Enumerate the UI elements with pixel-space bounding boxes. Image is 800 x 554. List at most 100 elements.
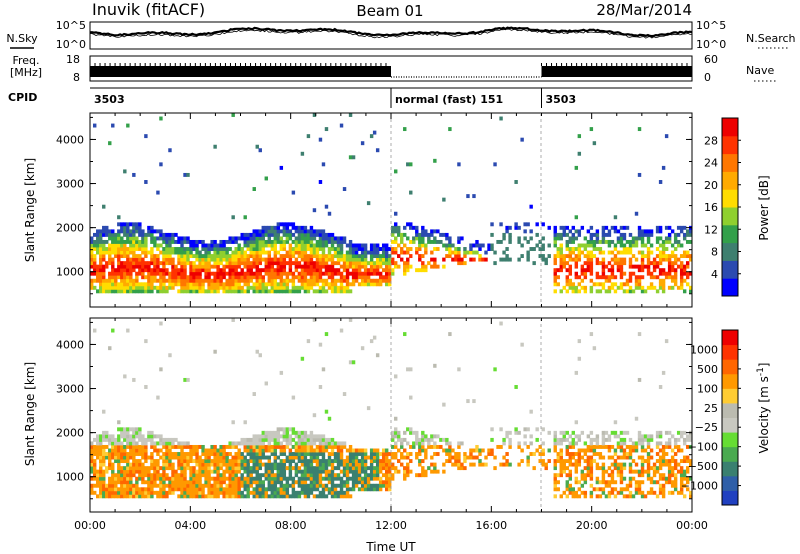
velocity-cell <box>378 480 383 485</box>
velocity-cell <box>297 441 302 446</box>
cpid-panel: CPID 3503 normal (fast) 151 3503 <box>8 87 692 108</box>
velocity-cell <box>406 462 410 467</box>
velocity-cell <box>105 452 109 456</box>
velocity-cell <box>652 480 657 485</box>
velocity-cell <box>144 469 148 474</box>
velocity-cell <box>321 494 326 499</box>
power-cell <box>99 264 103 269</box>
velocity-cell <box>294 462 299 467</box>
power-cell <box>682 225 687 230</box>
power-cell <box>318 257 323 262</box>
power-cell <box>318 264 323 269</box>
velocity-cell <box>108 462 112 467</box>
power-cell <box>105 232 109 237</box>
power-cell <box>568 229 572 234</box>
power-cell <box>156 278 160 283</box>
power-cell <box>102 271 106 276</box>
velocity-cell <box>562 469 566 474</box>
velocity-cell <box>339 448 344 453</box>
power-cell <box>613 257 618 262</box>
velocity-cell <box>394 444 398 449</box>
velocity-cell <box>147 469 151 474</box>
velocity-cell <box>150 459 154 464</box>
velocity-cell <box>282 444 287 449</box>
power-cell <box>150 229 154 234</box>
velocity-cell <box>126 483 130 488</box>
velocity-cell <box>384 469 389 474</box>
velocity-cell <box>613 480 618 485</box>
velocity-cell <box>243 469 247 474</box>
power-cell <box>180 250 184 255</box>
velocity-cell <box>198 444 202 449</box>
velocity-cell <box>279 370 284 375</box>
power-cell <box>195 264 199 269</box>
velocity-cell <box>231 490 235 495</box>
velocity-cell <box>580 469 585 474</box>
power-cell <box>360 141 365 146</box>
power-cell <box>613 247 618 251</box>
velocity-cell <box>577 455 582 460</box>
velocity-cell <box>93 444 97 449</box>
velocity-cell <box>210 444 214 449</box>
power-cell <box>601 261 606 266</box>
velocity-cell <box>330 480 335 485</box>
power-cell <box>93 278 97 283</box>
velocity-cell <box>622 430 627 435</box>
power-cell <box>135 285 139 290</box>
velocity-cell <box>249 466 253 471</box>
velocity-cell <box>372 448 377 453</box>
power-cell <box>276 285 281 290</box>
velocity-cell <box>658 448 663 453</box>
velocity-cell <box>246 437 250 442</box>
velocity-cell <box>397 469 401 474</box>
velocity-cell <box>219 490 223 495</box>
velocity-cell <box>240 490 244 495</box>
velocity-cell <box>159 321 163 326</box>
power-cell <box>309 239 314 244</box>
power-cell <box>183 285 187 290</box>
power-cell <box>276 225 281 230</box>
power-cell <box>583 261 588 266</box>
power-cell <box>610 282 615 287</box>
velocity-cell <box>589 430 594 435</box>
velocity-cell <box>472 455 476 460</box>
power-cell <box>315 278 320 283</box>
velocity-cell <box>279 476 284 481</box>
power-cell <box>102 225 106 230</box>
power-cell <box>195 257 199 262</box>
power-cell <box>336 257 341 262</box>
power-cell <box>318 236 323 241</box>
power-cell <box>273 250 278 255</box>
power-cell <box>336 268 341 273</box>
power-cell <box>562 225 566 230</box>
velocity-cell <box>375 353 380 358</box>
velocity-cell <box>99 452 103 456</box>
power-cell <box>132 229 136 234</box>
power-cell <box>661 247 666 251</box>
velocity-cell <box>640 462 645 467</box>
velocity-cell <box>294 455 299 460</box>
power-cell <box>150 254 154 259</box>
power-cell <box>129 236 133 241</box>
velocity-cell <box>457 462 461 467</box>
power-cell <box>249 247 253 251</box>
power-cell <box>363 268 368 273</box>
velocity-cell <box>96 455 100 460</box>
power-cell <box>360 275 365 280</box>
power-cell <box>198 239 202 244</box>
velocity-cell <box>117 466 121 471</box>
power-cell <box>372 264 377 269</box>
velocity-cell <box>165 476 169 481</box>
power-cell <box>484 257 488 262</box>
power-cell <box>192 289 196 294</box>
velocity-cell <box>667 459 672 464</box>
power-cell <box>604 289 609 294</box>
power-cell <box>291 222 296 227</box>
power-cell <box>93 243 97 248</box>
power-cell <box>421 261 425 266</box>
power-cell <box>646 271 651 276</box>
velocity-cell <box>463 466 467 471</box>
velocity-cell <box>682 476 687 481</box>
power-cell <box>108 229 112 234</box>
velocity-cell <box>120 441 124 446</box>
